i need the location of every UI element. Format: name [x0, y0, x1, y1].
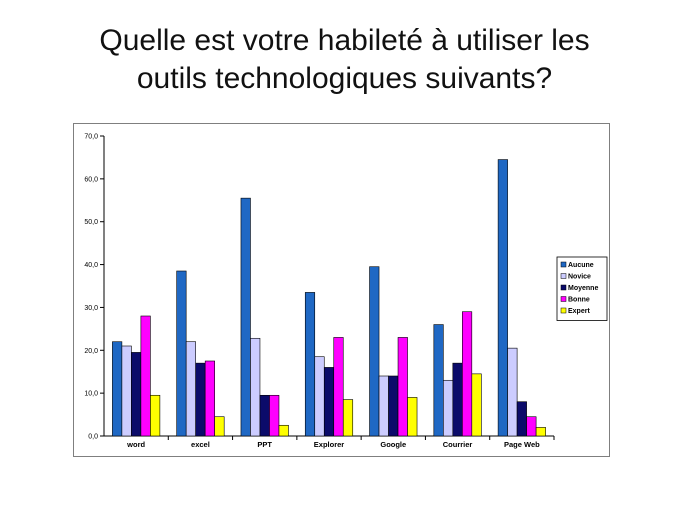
x-category-label: Courrier — [443, 440, 473, 449]
bar-novice-excel — [185, 341, 196, 437]
bar-novice-page-web — [507, 347, 518, 437]
legend-swatch — [560, 284, 567, 291]
legend-swatch — [560, 307, 567, 314]
legend-label: Bonne — [568, 297, 590, 304]
bar-expert-page-web — [535, 427, 546, 437]
slide-title: Quelle est votre habileté à utiliser les… — [0, 22, 689, 98]
y-tick-label: 20,0 — [84, 348, 98, 355]
bar-novice-explorer — [314, 356, 325, 437]
bar-bonne-google — [397, 337, 408, 437]
bar-aucune-word — [112, 341, 123, 437]
bar-aucune-excel — [176, 270, 187, 437]
y-tick-label: 0,0 — [88, 434, 98, 441]
y-tick-label: 60,0 — [84, 176, 98, 183]
bar-aucune-courrier — [433, 324, 444, 437]
x-category-label: excel — [191, 440, 210, 449]
bar-bonne-explorer — [333, 337, 344, 437]
bar-expert-courrier — [471, 373, 482, 437]
bar-novice-courrier — [443, 379, 454, 437]
bar-aucune-explorer — [304, 292, 316, 437]
legend-swatch — [560, 273, 567, 279]
bar-novice-google — [378, 375, 389, 437]
x-category-label: Google — [380, 440, 406, 449]
bar-bonne-page-web — [526, 416, 537, 437]
x-category-label: word — [126, 440, 145, 449]
bar-novice-word — [121, 345, 132, 437]
bar-bonne-word — [140, 315, 151, 437]
bar-moyenne-excel — [195, 362, 206, 437]
x-category-label: Page Web — [504, 440, 540, 449]
slide-title-line-1: Quelle est votre habileté à utiliser les — [99, 24, 590, 57]
legend-label: Expert — [568, 308, 590, 315]
legend-swatch — [560, 296, 567, 302]
bar-bonne-courrier — [462, 311, 473, 437]
slide-title-line-2: outils technologiques suivants? — [136, 62, 553, 95]
bar-aucune-ppt — [240, 197, 251, 437]
bar-moyenne-courrier — [452, 362, 463, 437]
y-tick-label: 50,0 — [84, 219, 98, 226]
bar-aucune-page-web — [497, 159, 508, 437]
legend-label: Aucune — [568, 262, 594, 269]
bar-bonne-ppt — [269, 394, 280, 437]
y-tick-label: 10,0 — [84, 391, 98, 398]
chart-frame: 0,0 10,0 20,0 30,0 40,0 50,0 60,0 70,0 word excel… — [73, 123, 610, 457]
legend-label: Novice — [568, 274, 591, 281]
bar-moyenne-google — [388, 375, 399, 437]
bar-expert-excel — [214, 416, 225, 437]
y-tick-label: 40,0 — [84, 262, 98, 269]
bar-bonne-excel — [204, 360, 215, 437]
x-category-label: Explorer — [314, 440, 345, 449]
bar-moyenne-word — [131, 352, 142, 437]
bar-chart: 0,0 10,0 20,0 30,0 40,0 50,0 60,0 70,0 word excel… — [84, 134, 608, 449]
legend-label: Moyenne — [568, 285, 598, 292]
bar-aucune-google — [369, 266, 380, 437]
bar-expert-word — [150, 394, 161, 437]
bar-expert-explorer — [342, 399, 354, 437]
bar-moyenne-ppt — [259, 394, 270, 437]
y-tick-label: 70,0 — [84, 134, 98, 141]
bar-expert-ppt — [278, 424, 289, 437]
y-tick-label: 30,0 — [84, 305, 98, 312]
bar-expert-google — [407, 397, 418, 437]
bar-novice-ppt — [250, 337, 261, 437]
x-category-label: PPT — [257, 440, 272, 449]
legend-swatch — [560, 261, 567, 268]
bar-moyenne-explorer — [323, 367, 335, 437]
bar-moyenne-page-web — [516, 401, 527, 437]
